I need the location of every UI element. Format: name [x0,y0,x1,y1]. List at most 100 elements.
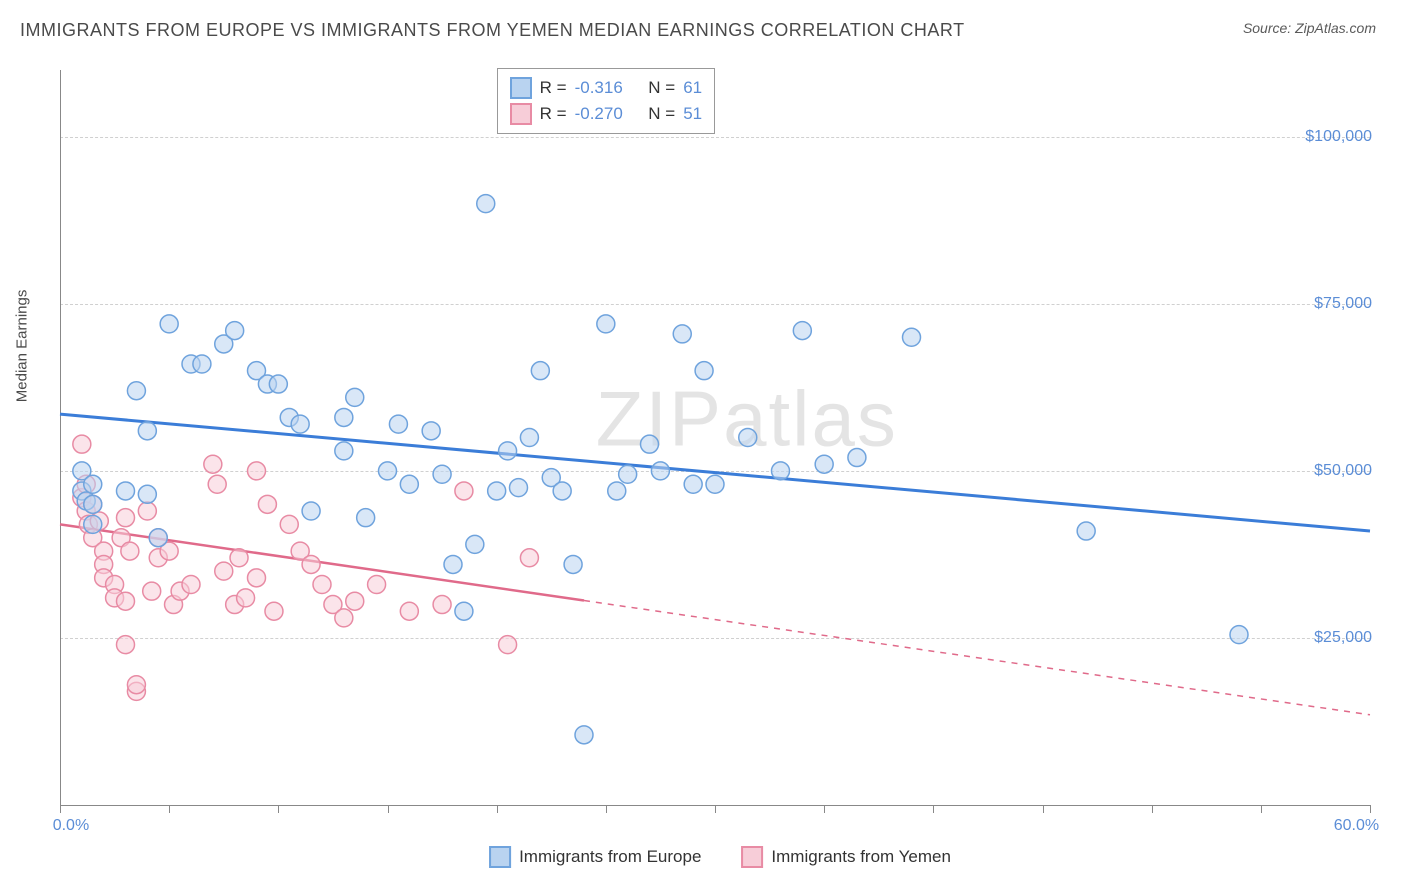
scatter-point-europe [651,462,669,480]
source-attribution: Source: ZipAtlas.com [1243,20,1376,36]
stats-n-label: N = [648,78,675,98]
stats-box: R = -0.316 N = 61 R = -0.270 N = 51 [497,68,715,134]
scatter-point-europe [706,475,724,493]
scatter-point-yemen [73,435,91,453]
scatter-point-europe [389,415,407,433]
scatter-point-europe [673,325,691,343]
scatter-point-yemen [208,475,226,493]
scatter-point-yemen [230,549,248,567]
legend-swatch-europe [489,846,511,868]
scatter-point-yemen [258,495,276,513]
scatter-point-europe [455,602,473,620]
scatter-point-europe [848,449,866,467]
scatter-point-yemen [121,542,139,560]
scatter-point-europe [520,429,538,447]
chart-title: IMMIGRANTS FROM EUROPE VS IMMIGRANTS FRO… [20,20,965,41]
legend-item-europe: Immigrants from Europe [489,846,701,868]
scatter-point-europe [138,485,156,503]
scatter-point-yemen [182,576,200,594]
scatter-point-europe [269,375,287,393]
scatter-point-yemen [237,589,255,607]
scatter-point-yemen [302,555,320,573]
stats-row-yemen: R = -0.270 N = 51 [510,101,702,127]
scatter-point-yemen [248,462,266,480]
scatter-point-europe [903,328,921,346]
scatter-point-europe [84,495,102,513]
scatter-point-yemen [143,582,161,600]
stats-n-value-yemen: 51 [683,104,702,124]
stats-r-label: R = [540,104,567,124]
regression-line-dashed-yemen [584,601,1370,715]
scatter-point-europe [684,475,702,493]
scatter-point-europe [1230,626,1248,644]
plot-area: ZIPatlas 0.0%60.0%$25,000$50,000$75,000$… [50,60,1390,840]
scatter-point-europe [226,322,244,340]
scatter-point-europe [793,322,811,340]
legend-label-europe: Immigrants from Europe [519,847,701,867]
scatter-point-europe [499,442,517,460]
scatter-point-yemen [499,636,517,654]
scatter-point-yemen [117,636,135,654]
scatter-point-europe [444,555,462,573]
scatter-point-europe [488,482,506,500]
stats-swatch-yemen [510,103,532,125]
scatter-point-yemen [127,676,145,694]
scatter-point-yemen [138,502,156,520]
scatter-point-europe [291,415,309,433]
scatter-point-europe [564,555,582,573]
scatter-point-yemen [117,592,135,610]
scatter-point-europe [695,362,713,380]
scatter-point-yemen [368,576,386,594]
stats-n-label: N = [648,104,675,124]
scatter-point-europe [335,442,353,460]
scatter-point-europe [531,362,549,380]
scatter-point-yemen [433,596,451,614]
scatter-point-europe [117,482,135,500]
scatter-point-europe [619,465,637,483]
scatter-point-europe [597,315,615,333]
scatter-point-europe [815,455,833,473]
scatter-point-europe [466,535,484,553]
scatter-point-europe [84,475,102,493]
scatter-point-europe [641,435,659,453]
scatter-point-europe [510,479,528,497]
stats-row-europe: R = -0.316 N = 61 [510,75,702,101]
scatter-point-europe [422,422,440,440]
scatter-point-yemen [455,482,473,500]
scatter-point-europe [379,462,397,480]
scatter-point-europe [346,388,364,406]
scatter-point-europe [193,355,211,373]
scatter-point-europe [149,529,167,547]
scatter-point-europe [739,429,757,447]
scatter-point-europe [138,422,156,440]
scatter-point-europe [400,475,418,493]
scatter-point-yemen [313,576,331,594]
legend-item-yemen: Immigrants from Yemen [741,846,951,868]
scatter-point-europe [84,515,102,533]
scatter-point-europe [160,315,178,333]
scatter-point-europe [335,408,353,426]
bottom-legend: Immigrants from Europe Immigrants from Y… [489,846,951,868]
y-axis-label: Median Earnings [14,290,31,403]
scatter-point-yemen [204,455,222,473]
scatter-point-yemen [280,515,298,533]
legend-label-yemen: Immigrants from Yemen [771,847,951,867]
scatter-point-europe [608,482,626,500]
scatter-point-europe [433,465,451,483]
scatter-point-europe [1077,522,1095,540]
scatter-point-europe [302,502,320,520]
scatter-point-yemen [400,602,418,620]
scatter-point-europe [477,195,495,213]
stats-r-value-europe: -0.316 [575,78,623,98]
scatter-point-europe [575,726,593,744]
chart-container: Median Earnings ZIPatlas 0.0%60.0%$25,00… [50,60,1390,840]
scatter-point-europe [772,462,790,480]
chart-svg [50,60,1390,825]
scatter-point-yemen [265,602,283,620]
scatter-point-europe [127,382,145,400]
scatter-point-yemen [215,562,233,580]
scatter-point-europe [357,509,375,527]
stats-r-label: R = [540,78,567,98]
stats-swatch-europe [510,77,532,99]
legend-swatch-yemen [741,846,763,868]
